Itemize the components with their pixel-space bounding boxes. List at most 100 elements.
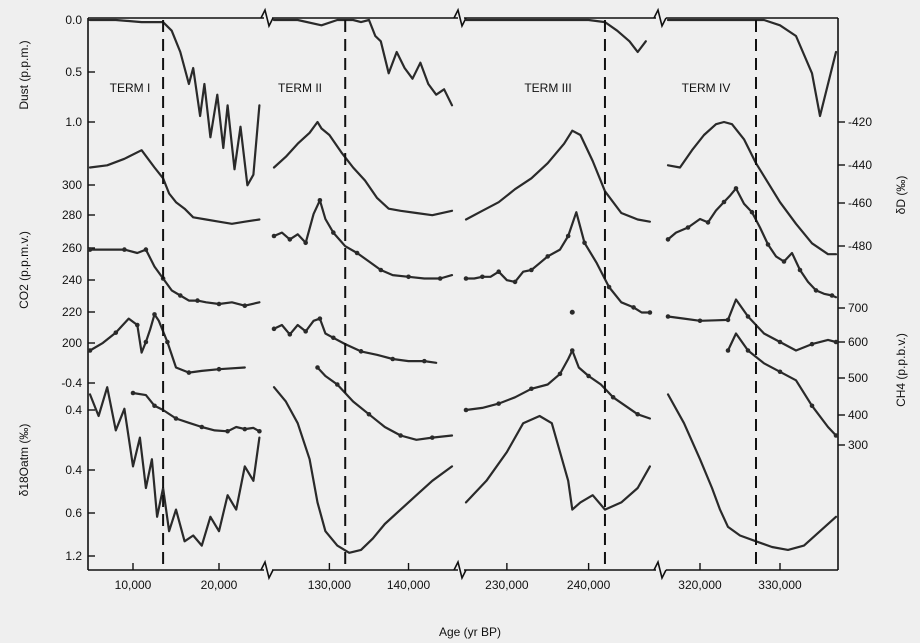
ch4-line-segment [272, 317, 438, 364]
co2-tick-label: 280 [62, 208, 82, 222]
termination-label: TERM IV [682, 81, 731, 95]
ch4_lower-point [833, 433, 839, 438]
co2-point [143, 247, 149, 252]
d18o-tick-label: 0.4 [65, 403, 82, 417]
x-tick-label: 230,000 [485, 578, 529, 592]
axis-ticks: 10,000 20,000 130,000 140,000 230,000 240,000… [61, 13, 872, 592]
co2-point [378, 267, 384, 273]
dust-tick-label: 0.0 [65, 13, 82, 27]
co2-point [87, 247, 93, 252]
ch4-point [317, 316, 323, 321]
co2-point [512, 279, 518, 285]
dust-line-segment [272, 18, 454, 107]
d18o-tick-label: -0.4 [61, 376, 82, 390]
dD-tick-label: -480 [848, 239, 872, 253]
ch4-point [745, 314, 751, 319]
ch4_lower-point [586, 373, 591, 379]
ch4-point [152, 312, 157, 317]
co2-point [480, 274, 485, 280]
co2-point [287, 237, 293, 242]
co2-point [665, 237, 671, 242]
ch4-axis-title: CH4 (p.p.b.v.) [894, 333, 908, 407]
co2-axis-title: CO2 (p.p.m.v.) [17, 231, 31, 309]
x-tick-label: 140,000 [387, 578, 431, 592]
co2-point [685, 225, 691, 230]
ch4-point [271, 326, 277, 332]
ch4-point [143, 339, 149, 345]
dD-line-segment [666, 120, 838, 256]
co2-point [565, 233, 571, 239]
co2-tick-label: 240 [62, 273, 82, 287]
ch4-tick-label: 700 [848, 301, 868, 315]
co2-point [242, 303, 248, 309]
co2-point [122, 247, 127, 252]
x-axis-title: Age (yr BP) [439, 625, 501, 639]
dust-axis-title: Dust (p.p.m.) [17, 40, 31, 109]
d18o-tick-label: 1.2 [65, 549, 82, 563]
co2-line-segment [88, 248, 261, 307]
termination-label: TERM II [278, 81, 322, 95]
axis-break-mark [653, 559, 667, 581]
ch4_lower-point [610, 394, 616, 400]
x-tick-label: 330,000 [758, 578, 802, 592]
ch4_lower-line-segment [316, 366, 454, 441]
ch4_lower-line-segment [464, 349, 651, 420]
ch4-line-segment [88, 313, 246, 374]
termination-label: TERM III [524, 81, 571, 95]
ch4-tick-label: 600 [848, 335, 868, 349]
ch4_lower-point [242, 426, 248, 432]
co2-point [496, 269, 501, 275]
d18o-line-segment [666, 393, 838, 551]
d18o-line-segment [272, 386, 454, 554]
d18o-line-segment [88, 386, 261, 547]
ch4-point [303, 329, 308, 334]
series-ch4_lower [130, 332, 839, 441]
series-d18o [88, 386, 838, 554]
co2-point [813, 288, 819, 293]
co2-point [721, 199, 727, 205]
ch4_lower-point [745, 348, 751, 353]
d18o-tick-label: 0.4 [65, 463, 82, 477]
ch4-point [135, 322, 140, 328]
series-lines [87, 18, 839, 554]
co2-point [195, 298, 200, 303]
dD-axis-title: δD (‰) [894, 176, 908, 215]
ch4_lower-point [496, 401, 501, 406]
series-dD [88, 120, 838, 256]
co2-point [781, 259, 787, 264]
dD-line-segment [464, 129, 651, 223]
ch4-point [725, 317, 731, 323]
ch4-tick-label: 400 [848, 408, 868, 422]
termination-label: TERM I [110, 81, 151, 95]
axis-break-mark [653, 7, 667, 29]
co2-point [797, 267, 803, 273]
ch4-point [331, 335, 336, 341]
ch4_lower-point [335, 382, 340, 387]
termination-markers: TERM I TERM II TERM III TERM IV [110, 20, 757, 566]
dD-line-segment [88, 149, 261, 225]
ch4_lower-point [557, 371, 563, 377]
axis-break-mark [260, 559, 274, 581]
dD-line-segment [272, 120, 454, 217]
co2-point [705, 220, 711, 225]
co2-tick-label: 220 [62, 305, 82, 319]
ch4_lower-point [777, 369, 783, 375]
co2-point [178, 293, 183, 298]
ch4_lower-point [130, 390, 136, 396]
ch4_lower-point [152, 403, 157, 409]
co2-point [529, 267, 534, 273]
dust-tick-label: 1.0 [65, 115, 82, 129]
ch4_lower-point [199, 424, 205, 430]
ch4-point [777, 339, 783, 345]
ch4-point [569, 309, 575, 315]
ch4-point [358, 349, 364, 354]
x-tick-label: 130,000 [308, 578, 352, 592]
dust-line-segment [666, 18, 838, 118]
x-tick-label: 10,000 [115, 578, 152, 592]
axis-break-mark [453, 559, 467, 581]
co2-tick-label: 300 [62, 178, 82, 192]
ch4_lower-point [809, 403, 815, 409]
co2-point [582, 240, 587, 246]
co2-tick-label: 260 [62, 241, 82, 255]
